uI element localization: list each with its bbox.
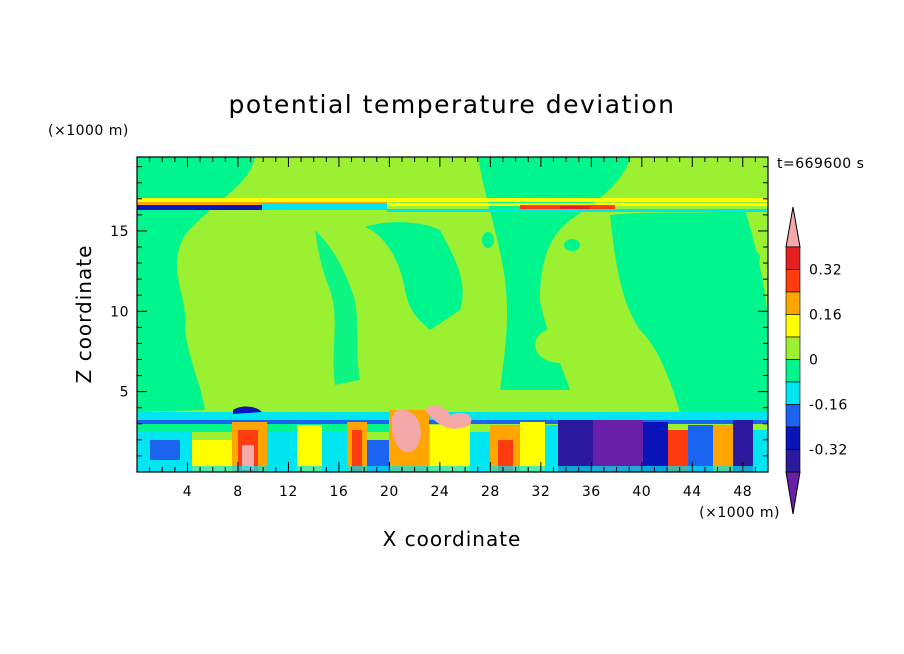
x-tick-label: 8 (233, 484, 242, 500)
x-tick-label: 20 (380, 484, 399, 500)
colorbar-swatch (785, 314, 801, 338)
colorbar-swatch (785, 269, 801, 293)
y-tick-label: 5 (120, 385, 129, 401)
heatmap-field (137, 157, 768, 472)
x-tick-label: 40 (632, 484, 651, 500)
x-unit-label: (×1000 m) (699, 505, 780, 521)
colorbar-max-arrow (785, 206, 801, 248)
x-tick-label: 32 (531, 484, 550, 500)
colorbar-tick-label: 0 (809, 353, 818, 369)
y-axis-label: Z coordinate (72, 245, 96, 384)
colorbar-min-arrow (785, 471, 801, 515)
x-tick-label: 4 (183, 484, 192, 500)
y-tick-label: 10 (110, 304, 129, 320)
colorbar-tick-label: -0.32 (809, 443, 848, 459)
x-tick-label: 28 (481, 484, 500, 500)
colorbar-tick-label: 0.32 (809, 263, 842, 279)
colorbar-tick-label: 0.16 (809, 308, 842, 324)
chart-title: potential temperature deviation (229, 90, 676, 119)
x-tick-label: 44 (683, 484, 702, 500)
x-tick-label: 24 (430, 484, 449, 500)
colorbar-swatch (785, 404, 801, 428)
x-tick-label: 36 (582, 484, 601, 500)
colorbar-swatch (785, 426, 801, 450)
x-tick-label: 48 (733, 484, 752, 500)
y-tick-label: 15 (110, 224, 129, 240)
colorbar-swatch (785, 291, 801, 315)
y-axis-ticks: 5 10 15 (110, 166, 768, 457)
y-unit-label: (×1000 m) (48, 123, 129, 139)
x-tick-label: 12 (279, 484, 298, 500)
colorbar-swatch (785, 381, 801, 405)
colorbar-swatch (785, 449, 801, 473)
time-label: t=669600 s (777, 156, 864, 172)
colorbar-swatch (785, 246, 801, 270)
colorbar-swatch (785, 359, 801, 383)
x-tick-label: 16 (330, 484, 349, 500)
x-axis-ticks: 4 8 12 16 20 24 28 32 36 40 44 48 (149, 157, 756, 500)
colorbar-swatch (785, 336, 801, 360)
colorbar: 0.32 0.16 0 -0.16 -0.32 (785, 206, 848, 515)
colorbar-tick-label: -0.16 (809, 398, 848, 414)
x-axis-label: X coordinate (383, 527, 522, 551)
